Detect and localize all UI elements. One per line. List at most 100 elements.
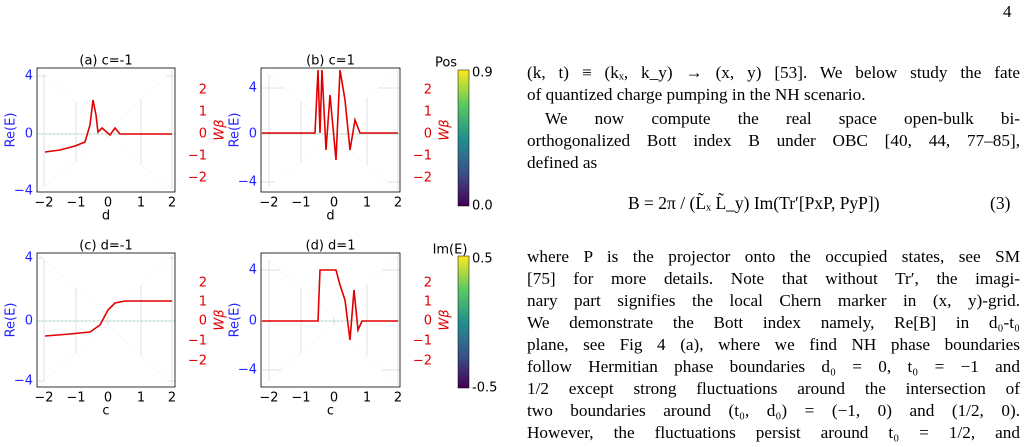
x-tick-label: 1 [137,391,145,406]
gap [37,138,175,192]
y2-tick-label: −1 [188,334,207,349]
colorbar-label: Im(E) [433,243,468,258]
y-tick-label: −4 [14,184,33,199]
colorbar-tick-label: 0.0 [472,199,493,214]
y2-tick-label: 0 [199,127,207,142]
gap [37,325,175,387]
y2-tick-label: −1 [413,334,432,349]
y2-tick-label: 1 [199,295,207,310]
text-line: follow Hermitian phase boundaries d₀ = 0… [527,357,1020,376]
x-tick-label: 1 [137,196,145,211]
text-line: We demonstrate the Bott index namely, Re… [527,313,1020,332]
gap [37,253,175,317]
y-tick-label: −4 [14,374,33,389]
equation-number: (3) [990,193,1011,213]
text-line: of quantized charge pumping in the NH sc… [527,85,866,104]
y-tick-label: 4 [249,81,257,96]
y2-tick-label: −1 [413,149,432,164]
x-tick-label: −2 [34,196,53,211]
page-number: 4 [1003,2,1012,21]
x-tick-label: 0 [104,391,112,406]
colorbar-label: Pos [435,56,457,71]
y-tick-label: 0 [25,314,33,329]
winding-curve [262,269,398,341]
colorbar [457,69,470,207]
colorbar-tick-label: 0.5 [472,252,493,267]
colorbar [457,255,470,389]
x-tick-label: −2 [259,196,278,211]
y-axis-label: Re(E) [228,113,243,148]
panel [261,253,400,387]
y-tick-label: 4 [25,69,33,84]
y-tick-label: 4 [25,251,33,266]
x-tick-label: −2 [34,391,53,406]
figure: (a) c=-1 −2 −1 0 1 2 d 4 0 −4 Re(E) 2 1 0 −1 −2 Wβ (b) c=… [4,54,498,419]
panel [261,68,400,192]
x-axis-label: c [327,404,334,419]
panel-title: (d) d=1 [306,239,356,254]
y2-tick-label: 2 [199,83,207,98]
y2-tick-label: 1 [199,105,207,120]
y-axis-label: Re(E) [4,303,19,338]
x-tick-label: −1 [291,391,310,406]
gap [261,253,400,317]
x-axis-label: c [102,404,109,419]
x-axis-label: d [326,209,334,224]
x-tick-label: 2 [394,391,402,406]
gap [261,325,400,387]
x-tick-label: −1 [66,196,85,211]
axes-frame [36,252,176,388]
y2-axis-label: Wβ [438,309,453,330]
x-tick-label: 2 [168,391,176,406]
y-tick-label: −4 [238,363,257,378]
gap [37,68,175,130]
panel-title: (c) d=-1 [79,239,133,254]
y-tick-label: 0 [25,127,33,142]
x-tick-label: 1 [363,391,371,406]
y-tick-label: 4 [249,263,257,278]
x-tick-label: 1 [363,196,371,211]
text-line: [75] for more details. Note that without… [527,269,1020,288]
x-tick-label: 2 [394,196,402,211]
text-line: 1/2 except strong fluctuations around th… [527,379,1020,398]
y2-tick-label: 0 [199,314,207,329]
winding-curve [44,300,172,337]
winding-curve [262,69,398,161]
x-tick-label: −1 [66,391,85,406]
panel-title: (b) c=1 [306,54,355,69]
axes-frame [260,67,401,193]
y2-axis-label: Wβ [213,119,228,140]
y2-tick-label: 2 [424,276,432,291]
text-line: We now compute the real space open-bulk … [545,109,1020,128]
winding-curve [44,99,172,153]
x-tick-label: −1 [291,196,310,211]
colorbar-tick-label: 0.9 [472,66,493,81]
y2-axis-label: Wβ [213,309,228,330]
x-tick-label: 0 [330,196,338,211]
panel [37,253,175,387]
axes-frame [36,67,176,193]
y2-tick-label: 2 [424,83,432,98]
text-line: orthogonalized Bott index B under OBC [4… [527,131,1020,150]
y2-tick-label: −2 [188,354,207,369]
equation: B = 2π / (L̃ₓ L̃_y) Im(Tr′[PxP, PyP]) [628,193,880,213]
text-line: plane, see Fig 4 (a), where we find NH p… [527,335,1020,354]
y-tick-label: 0 [249,314,257,329]
y2-axis-label: Wβ [438,119,453,140]
y-axis-label: Re(E) [228,303,243,338]
axes-frame [260,252,401,388]
colorbar-tick-label: -0.5 [472,381,497,396]
y-tick-label: 0 [249,127,257,142]
text-line: nary part signifies the local Chern mark… [527,291,1020,310]
x-tick-label: 2 [168,196,176,211]
text-line: (k, t) ≡ (kₓ, k_y) → (x, y) [53]. We bel… [527,63,1020,82]
y2-tick-label: −2 [188,171,207,186]
y-axis-label: Re(E) [4,113,19,148]
x-tick-label: −2 [259,391,278,406]
x-tick-label: 0 [330,391,338,406]
text-line: defined as [527,153,598,172]
y2-tick-label: 2 [199,276,207,291]
x-axis-label: d [102,209,110,224]
text-line: two boundaries around (t₀, d₀) = (−1, 0)… [527,401,1020,420]
